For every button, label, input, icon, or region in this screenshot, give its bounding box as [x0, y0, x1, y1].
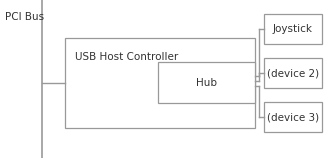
Text: Hub: Hub	[196, 78, 217, 88]
Text: Joystick: Joystick	[273, 24, 313, 34]
Bar	[158, 62, 255, 103]
Bar	[65, 38, 255, 128]
Bar	[264, 102, 322, 132]
Text: (device 3): (device 3)	[267, 112, 319, 122]
Text: (device 2): (device 2)	[267, 68, 319, 78]
Bar	[264, 58, 322, 88]
Bar	[264, 14, 322, 44]
Text: PCI Bus: PCI Bus	[5, 12, 44, 22]
Text: USB Host Controller: USB Host Controller	[75, 52, 178, 62]
